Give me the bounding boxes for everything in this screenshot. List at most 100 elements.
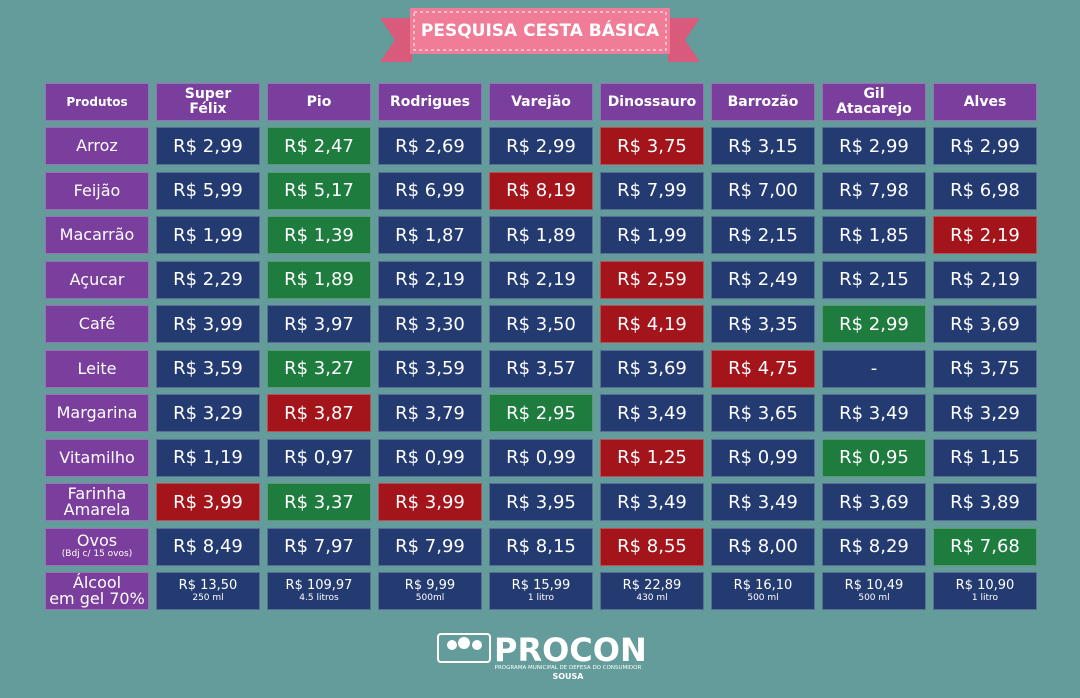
price: R$ 3,30 bbox=[395, 313, 465, 335]
price: R$ 22,89 bbox=[622, 578, 682, 593]
price-cell: R$ 3,35 bbox=[711, 305, 815, 343]
price: R$ 3,29 bbox=[173, 402, 243, 424]
price-cell: R$ 8,15 bbox=[489, 527, 593, 566]
product-name: Leite bbox=[77, 358, 117, 378]
price-cell: R$ 2,29 bbox=[156, 260, 260, 299]
price: R$ 1,85 bbox=[839, 224, 909, 246]
header-cell: Varejão bbox=[489, 83, 593, 121]
corner-label: Produtos bbox=[66, 94, 128, 109]
price-cell: R$ 3,69 bbox=[600, 349, 704, 388]
price: R$ 4,19 bbox=[617, 313, 687, 335]
price: R$ 5,17 bbox=[284, 180, 354, 201]
price-cell: - bbox=[822, 349, 926, 388]
price: R$ 3,37 bbox=[284, 491, 354, 513]
price: R$ 3,65 bbox=[728, 402, 798, 424]
price: R$ 7,68 bbox=[950, 536, 1020, 557]
price-cell: R$ 3,97 bbox=[267, 305, 371, 343]
store-name: Varejão bbox=[511, 93, 571, 110]
price-cell: R$ 10,90 1 litro bbox=[933, 572, 1037, 610]
price: R$ 0,99 bbox=[395, 447, 465, 468]
price-cell: R$ 0,97 bbox=[267, 438, 371, 477]
price-cell: R$ 4,75 bbox=[711, 349, 815, 388]
price-cell: R$ 2,69 bbox=[378, 127, 482, 165]
store-name: Rodrigues bbox=[390, 93, 470, 110]
product-name: Açucar bbox=[69, 269, 125, 289]
size: 500 ml bbox=[858, 593, 890, 603]
price: R$ 1,99 bbox=[617, 224, 687, 246]
price-cell: R$ 2,99 bbox=[822, 305, 926, 343]
price: R$ 3,69 bbox=[950, 313, 1020, 335]
size: 500 ml bbox=[747, 593, 779, 603]
header-cell: Alves bbox=[933, 83, 1037, 121]
price-cell: R$ 22,89 430 ml bbox=[600, 572, 704, 610]
product-cell: Café bbox=[45, 305, 149, 343]
logo-icon bbox=[437, 633, 491, 663]
store-name: Dinossauro bbox=[607, 93, 697, 110]
header-cell: Dinossauro bbox=[600, 83, 704, 121]
price: R$ 13,50 bbox=[178, 578, 238, 593]
price: R$ 3,49 bbox=[839, 402, 909, 424]
product-name: Arroz bbox=[76, 136, 118, 155]
ribbon-end bbox=[668, 18, 700, 62]
price: R$ 2,49 bbox=[728, 269, 798, 290]
price-cell: R$ 16,10 500 ml bbox=[711, 572, 815, 610]
price: R$ 9,99 bbox=[404, 578, 456, 593]
price: R$ 2,47 bbox=[284, 135, 354, 157]
product-cell: Álcool em gel 70% bbox=[45, 572, 149, 610]
price: R$ 2,15 bbox=[839, 269, 909, 290]
price: R$ 3,99 bbox=[173, 313, 243, 335]
price: R$ 3,27 bbox=[284, 358, 354, 379]
price-cell: R$ 2,19 bbox=[933, 216, 1037, 254]
price-cell: R$ 6,99 bbox=[378, 171, 482, 210]
price-cell: R$ 7,97 bbox=[267, 527, 371, 566]
price: R$ 2,19 bbox=[950, 269, 1020, 290]
price-cell: R$ 3,89 bbox=[933, 483, 1037, 521]
price-cell: R$ 2,47 bbox=[267, 127, 371, 165]
price: R$ 2,95 bbox=[506, 402, 576, 424]
price-cell: R$ 3,49 bbox=[822, 394, 926, 432]
price-cell: R$ 2,99 bbox=[156, 127, 260, 165]
price-cell: R$ 2,99 bbox=[822, 127, 926, 165]
price-cell: R$ 2,15 bbox=[711, 216, 815, 254]
logo-subtitle: PROGRAMA MUNICIPAL DE DEFESA DO CONSUMID… bbox=[495, 665, 642, 671]
price-cell: R$ 2,49 bbox=[711, 260, 815, 299]
price: R$ 2,99 bbox=[950, 135, 1020, 157]
price: R$ 8,49 bbox=[173, 536, 243, 557]
store-name: Alves bbox=[963, 93, 1007, 110]
price-cell: R$ 7,68 bbox=[933, 527, 1037, 566]
price-cell: R$ 8,00 bbox=[711, 527, 815, 566]
price: R$ 10,49 bbox=[844, 578, 904, 593]
price-cell: R$ 3,79 bbox=[378, 394, 482, 432]
price-cell: R$ 10,49 500 ml bbox=[822, 572, 926, 610]
price: R$ 2,15 bbox=[728, 224, 798, 246]
price: R$ 3,49 bbox=[617, 402, 687, 424]
price: R$ 0,99 bbox=[506, 447, 576, 468]
product-cell: Farinha Amarela bbox=[45, 483, 149, 521]
price-cell: R$ 1,89 bbox=[267, 260, 371, 299]
product-name: Vitamilho bbox=[59, 447, 135, 467]
price-cell: R$ 3,75 bbox=[933, 349, 1037, 388]
price: R$ 5,99 bbox=[173, 180, 243, 201]
price: R$ 1,39 bbox=[284, 224, 354, 246]
price: R$ 1,15 bbox=[950, 447, 1020, 468]
price: R$ 3,75 bbox=[950, 358, 1020, 379]
product-name: Margarina bbox=[56, 403, 138, 422]
price-cell: R$ 3,49 bbox=[711, 483, 815, 521]
price-cell: R$ 0,99 bbox=[378, 438, 482, 477]
price: R$ 7,97 bbox=[284, 536, 354, 557]
price: R$ 3,97 bbox=[284, 313, 354, 335]
price-cell: R$ 5,17 bbox=[267, 171, 371, 210]
price-cell: R$ 1,19 bbox=[156, 438, 260, 477]
product-note: (Bdj c/ 15 ovos) bbox=[61, 549, 133, 559]
price-cell: R$ 3,29 bbox=[933, 394, 1037, 432]
price-cell: R$ 3,69 bbox=[822, 483, 926, 521]
price: R$ 0,95 bbox=[839, 447, 909, 468]
price-cell: R$ 3,95 bbox=[489, 483, 593, 521]
product-name: Álcool em gel 70% bbox=[49, 573, 145, 608]
price-cell: R$ 2,15 bbox=[822, 260, 926, 299]
product-cell: Macarrão bbox=[45, 216, 149, 254]
product-name: Macarrão bbox=[59, 225, 135, 244]
price: R$ 3,99 bbox=[173, 491, 243, 513]
price-cell: R$ 3,99 bbox=[156, 483, 260, 521]
